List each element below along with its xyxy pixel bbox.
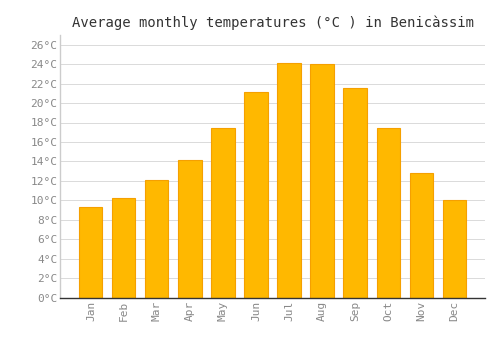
Bar	[310, 64, 334, 298]
Bar	[244, 92, 268, 298]
Bar	[278, 63, 300, 298]
Bar	[80, 207, 102, 298]
Bar	[442, 200, 466, 298]
Bar	[212, 128, 234, 298]
Bar	[410, 173, 432, 298]
Title: Average monthly temperatures (°C ) in Benicàssim: Average monthly temperatures (°C ) in Be…	[72, 15, 473, 30]
Bar	[146, 180, 169, 298]
Bar	[112, 198, 136, 298]
Bar	[376, 128, 400, 298]
Bar	[178, 160, 202, 298]
Bar	[344, 88, 366, 298]
